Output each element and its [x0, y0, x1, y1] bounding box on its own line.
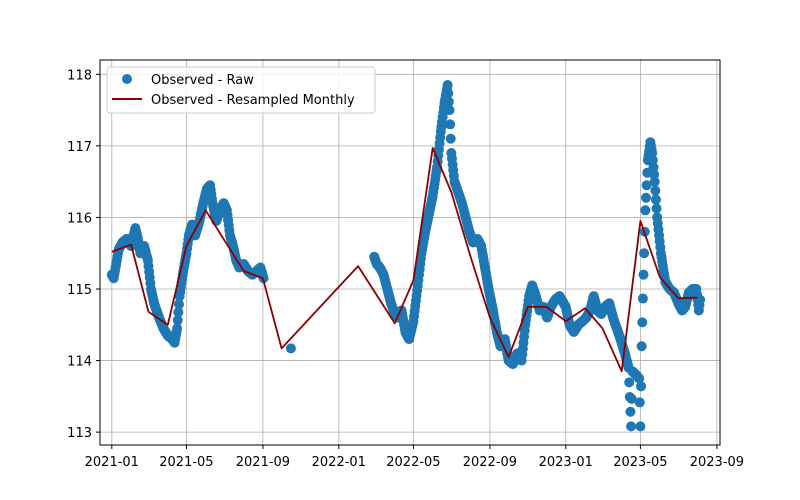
raw-point — [444, 105, 455, 116]
legend-raw-label: Observed - Raw — [151, 73, 254, 88]
y-tick-label: 115 — [67, 283, 92, 298]
raw-point — [650, 185, 661, 196]
x-tick-label: 2023-01 — [539, 455, 593, 470]
monthly-series — [111, 147, 698, 373]
raw-point — [172, 323, 183, 334]
y-tick-label: 114 — [67, 355, 92, 370]
raw-point — [626, 421, 637, 432]
y-tick-label: 113 — [67, 426, 92, 441]
legend-monthly-label: Observed - Resampled Monthly — [151, 93, 355, 108]
x-tick-label: 2022-01 — [312, 455, 366, 470]
raw-point — [637, 317, 648, 328]
raw-point — [445, 119, 456, 130]
raw-point — [173, 299, 184, 310]
raw-point — [173, 307, 184, 318]
y-tick-label: 116 — [67, 211, 92, 226]
plot-frame — [99, 59, 721, 446]
raw-point — [442, 80, 453, 91]
raw-point — [639, 248, 650, 259]
y-tick-label: 118 — [67, 68, 92, 83]
raw-point — [443, 96, 454, 107]
raw-point — [649, 176, 660, 187]
raw-point — [624, 377, 635, 388]
raw-point — [445, 133, 456, 144]
y-tick-label: 117 — [67, 140, 92, 155]
raw-point — [637, 293, 648, 304]
raw-point — [649, 169, 660, 180]
x-tick-label: 2023-09 — [690, 455, 744, 470]
legend-box — [106, 66, 376, 114]
raw-point — [640, 192, 651, 203]
raw-point — [636, 341, 647, 352]
raw-point — [443, 88, 454, 99]
raw-point — [651, 203, 662, 214]
legend-raw-marker — [122, 74, 132, 84]
raw-point — [650, 194, 661, 205]
x-tick-label: 2021-05 — [159, 455, 213, 470]
x-tick-label: 2022-09 — [463, 455, 517, 470]
raw-point — [625, 406, 636, 417]
raw-point — [626, 393, 637, 404]
raw-point — [635, 421, 646, 432]
raw-point — [647, 148, 658, 159]
raw-point — [638, 269, 649, 280]
x-tick-label: 2023-05 — [613, 455, 667, 470]
x-tick-label: 2021-01 — [85, 455, 139, 470]
raw-point — [634, 373, 645, 384]
raw-point — [636, 381, 647, 392]
raw-point — [647, 155, 658, 166]
raw-point — [648, 162, 659, 173]
raw-point — [641, 180, 652, 191]
raw-point — [172, 315, 183, 326]
monthly-line — [111, 147, 698, 373]
x-tick-label: 2022-05 — [386, 455, 440, 470]
x-tick-label: 2021-09 — [236, 455, 290, 470]
raw-point — [285, 343, 296, 354]
raw-point — [695, 294, 706, 305]
legend: Observed - Raw Observed - Resampled Mont… — [106, 66, 376, 114]
axes-ticks: 2021-01 2021-05 2021-09 2022-01 2022-05 2022-… — [67, 68, 744, 470]
raw-point — [634, 397, 645, 408]
raw-point — [640, 205, 651, 216]
